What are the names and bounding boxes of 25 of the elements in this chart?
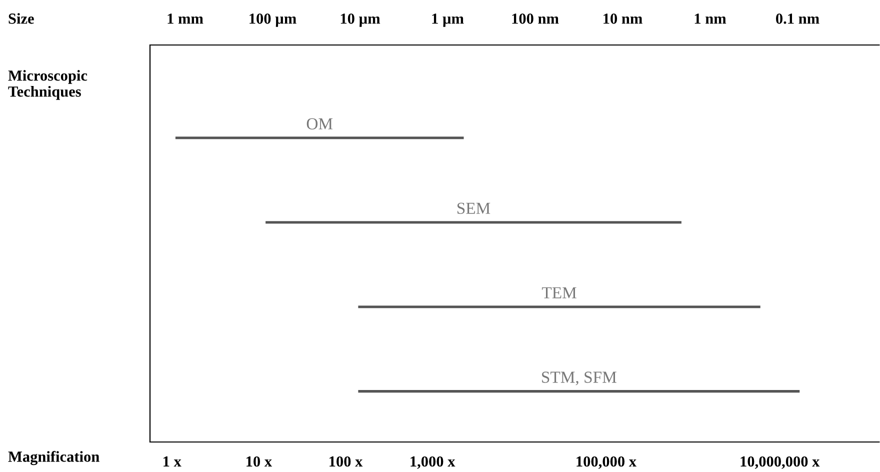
text: 100 µm — [250, 14, 296, 27]
bar — [266, 221, 682, 224]
text: 1 nm — [694, 14, 726, 24]
x-axis-title: Magnification — [8, 450, 100, 466]
x-tick-label: 10,000,000 x — [740, 456, 820, 469]
y-tick-label: OM — [306, 118, 333, 130]
bar — [358, 390, 800, 393]
text: 1 mm — [168, 14, 204, 24]
text: 0.1 nm — [776, 14, 820, 24]
y-tick-label: STM, SFM — [542, 372, 616, 386]
bar — [358, 306, 760, 308]
text: 100 nm — [512, 14, 559, 24]
y-tick-label: TEM — [542, 287, 576, 298]
x-tick-label: 1,000 x — [410, 456, 456, 469]
x2-axis-title: Size — [8, 13, 34, 24]
y-tick-label: SEM — [457, 202, 490, 214]
x-tick-label: 10 x — [246, 456, 272, 467]
x-tick-label: 1 x — [164, 456, 182, 466]
text: 1 µm — [432, 14, 464, 27]
x-tick-label: 100,000 x — [576, 456, 636, 469]
bar — [175, 136, 464, 140]
y-axis-title: Microscopic Techniques — [8, 70, 88, 100]
text: 10 nm — [604, 14, 642, 24]
text: 10 µm — [340, 14, 380, 27]
x-tick-label: 100 x — [330, 456, 363, 467]
